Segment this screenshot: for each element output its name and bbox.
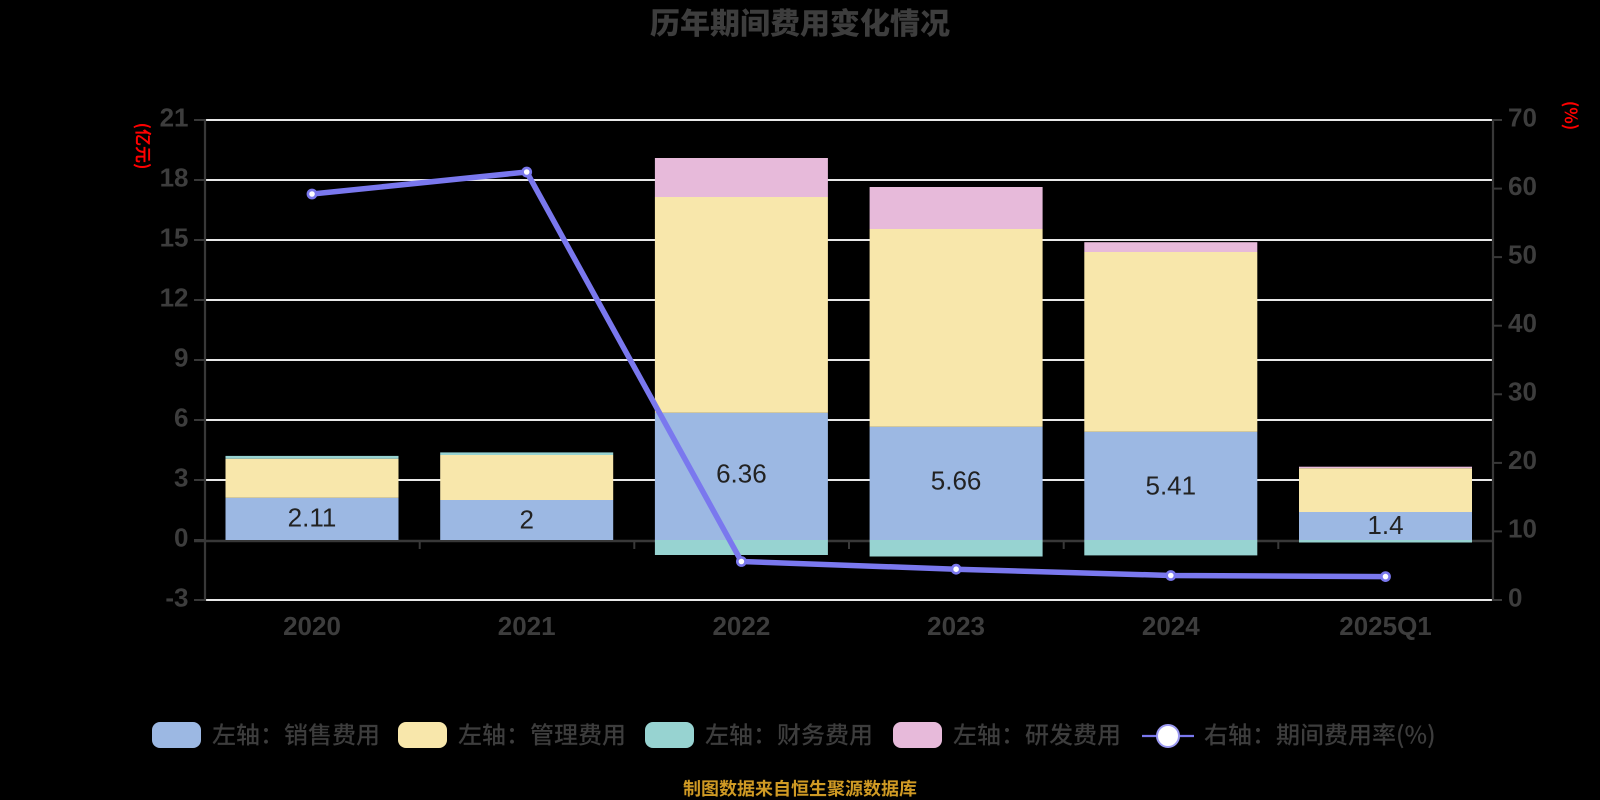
svg-text:21: 21: [160, 102, 189, 132]
svg-text:60: 60: [1508, 171, 1537, 201]
svg-text:6.36: 6.36: [716, 459, 767, 489]
svg-text:2020: 2020: [283, 611, 341, 641]
svg-text:9: 9: [174, 342, 188, 372]
svg-text:2025Q1: 2025Q1: [1339, 611, 1432, 641]
svg-text:2024: 2024: [1142, 611, 1200, 641]
svg-text:2: 2: [519, 505, 533, 535]
svg-text:70: 70: [1508, 102, 1537, 132]
svg-text:5.41: 5.41: [1145, 471, 1196, 501]
svg-text:2023: 2023: [927, 611, 985, 641]
svg-text:-3: -3: [165, 582, 188, 612]
svg-text:1.4: 1.4: [1367, 510, 1403, 540]
svg-text:2.11: 2.11: [288, 503, 337, 533]
svg-text:12: 12: [160, 282, 189, 312]
svg-text:20: 20: [1508, 445, 1537, 475]
svg-text:30: 30: [1508, 377, 1537, 407]
svg-text:2021: 2021: [498, 611, 556, 641]
svg-text:0: 0: [174, 522, 188, 552]
svg-text:3: 3: [174, 462, 188, 492]
svg-text:50: 50: [1508, 239, 1537, 269]
svg-text:0: 0: [1508, 582, 1522, 612]
svg-text:5.66: 5.66: [931, 466, 982, 496]
svg-text:40: 40: [1508, 308, 1537, 338]
svg-text:15: 15: [160, 222, 189, 252]
svg-text:18: 18: [160, 162, 189, 192]
svg-text:2022: 2022: [712, 611, 770, 641]
svg-text:10: 10: [1508, 514, 1537, 544]
svg-text:6: 6: [174, 402, 188, 432]
